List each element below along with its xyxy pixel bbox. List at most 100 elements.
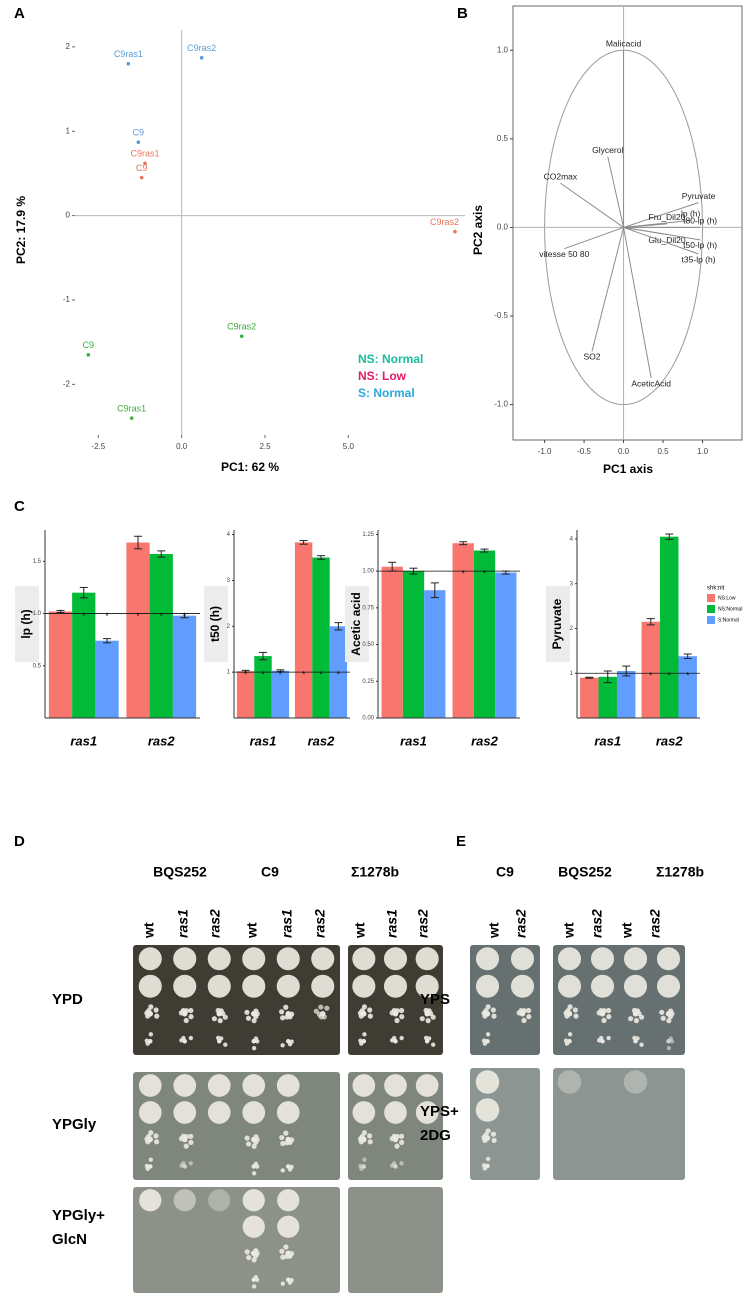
- colony: [219, 1036, 224, 1041]
- colony-spot: [475, 1070, 500, 1094]
- colony: [280, 1168, 285, 1173]
- colony-spot: [590, 947, 615, 971]
- colony: [316, 1011, 322, 1018]
- plate: [348, 1187, 443, 1293]
- legend-swatch: [707, 605, 715, 613]
- colony-spot: [510, 947, 535, 971]
- colony: [485, 1128, 491, 1134]
- colony: [428, 1010, 434, 1017]
- y-tick-label: 1.00: [362, 569, 374, 575]
- legend-swatch: [707, 616, 715, 624]
- colony: [251, 1257, 257, 1263]
- colony: [284, 1253, 290, 1259]
- colony: [284, 1014, 290, 1020]
- legend-entry: NS: Normal: [358, 352, 423, 366]
- colony: [148, 1039, 153, 1044]
- colony: [606, 1014, 612, 1020]
- colony: [144, 1163, 150, 1169]
- colony: [211, 1016, 217, 1022]
- y-title-box: [15, 586, 39, 662]
- y-tick-label: 2: [227, 624, 231, 630]
- error-bar: [646, 618, 655, 626]
- colony: [253, 1013, 259, 1020]
- colony: [391, 1035, 397, 1041]
- colony: [251, 1164, 256, 1169]
- bar: [660, 536, 679, 718]
- error-bar: [157, 550, 166, 558]
- plate: [133, 945, 340, 1055]
- y-tick-label: -1.0: [494, 400, 508, 409]
- error-bar: [334, 622, 343, 631]
- colony: [279, 1248, 285, 1254]
- colony-spot: [138, 1074, 162, 1097]
- colony: [667, 1013, 674, 1020]
- legend-entry: NS: Low: [358, 369, 407, 383]
- y-title-box: [345, 586, 369, 662]
- y-axis-title: Pyruvate: [550, 598, 564, 649]
- colony: [183, 1017, 189, 1024]
- colony: [287, 1042, 293, 1047]
- category-label: ras2: [656, 733, 684, 748]
- colony: [394, 1143, 400, 1149]
- variable-label: Malicacid: [606, 39, 642, 49]
- colony: [573, 1013, 579, 1019]
- loading-vector: [623, 223, 668, 228]
- y-tick-label: -0.5: [494, 311, 508, 320]
- genotype-label: wt: [352, 922, 368, 939]
- panel-label: A: [14, 5, 25, 22]
- colony: [485, 1004, 491, 1010]
- colony: [246, 1254, 252, 1261]
- colony-spot: [656, 947, 681, 971]
- colony-spot: [352, 1074, 376, 1097]
- colony: [244, 1135, 250, 1141]
- colony: [567, 1039, 572, 1044]
- colony-spot: [138, 1101, 162, 1124]
- strain-label: BQS252: [153, 864, 207, 880]
- plate: [133, 1072, 340, 1180]
- colony-spot: [139, 1189, 162, 1212]
- bar: [72, 592, 96, 718]
- genotype-label: wt: [244, 922, 260, 939]
- colony: [601, 1008, 607, 1014]
- strain-label: C9: [496, 864, 514, 880]
- colony: [521, 1008, 527, 1014]
- point-label: C9ras1: [130, 149, 159, 159]
- colony-spot: [557, 947, 582, 971]
- colony: [394, 1017, 400, 1024]
- loading-vector: [623, 226, 701, 241]
- colony-spot: [590, 974, 615, 998]
- significance-mark: *: [302, 670, 306, 680]
- colony: [280, 1043, 285, 1048]
- colony: [188, 1161, 193, 1166]
- colony: [606, 1035, 611, 1041]
- colony: [361, 1130, 368, 1136]
- colony: [639, 1042, 644, 1047]
- colony: [572, 1007, 578, 1013]
- colony: [220, 1010, 226, 1017]
- bar: [271, 670, 290, 718]
- colony-spot: [207, 1074, 231, 1097]
- medium-label: YPGly: [52, 1116, 97, 1133]
- colony: [399, 1014, 405, 1020]
- colony: [666, 1018, 672, 1024]
- colony: [419, 1016, 425, 1022]
- colony-spot: [384, 1074, 407, 1097]
- colony: [361, 1039, 367, 1044]
- colony: [254, 1277, 260, 1283]
- y-tick-label: 1.5: [33, 559, 42, 565]
- colony: [183, 1143, 189, 1149]
- colony: [391, 1161, 397, 1166]
- panel-label: E: [456, 833, 466, 850]
- error-bar: [259, 651, 267, 661]
- colony: [146, 1133, 152, 1140]
- colony-spot: [207, 947, 231, 971]
- significance-mark: *: [183, 611, 187, 621]
- y-axis-title: PC2: 17.9 %: [14, 196, 28, 264]
- colony: [660, 1015, 666, 1021]
- colony-spot: [277, 1189, 300, 1212]
- bar: [598, 676, 617, 718]
- colony: [430, 1014, 436, 1020]
- y-tick-label: 0.5: [497, 134, 509, 143]
- error-bar: [480, 548, 489, 553]
